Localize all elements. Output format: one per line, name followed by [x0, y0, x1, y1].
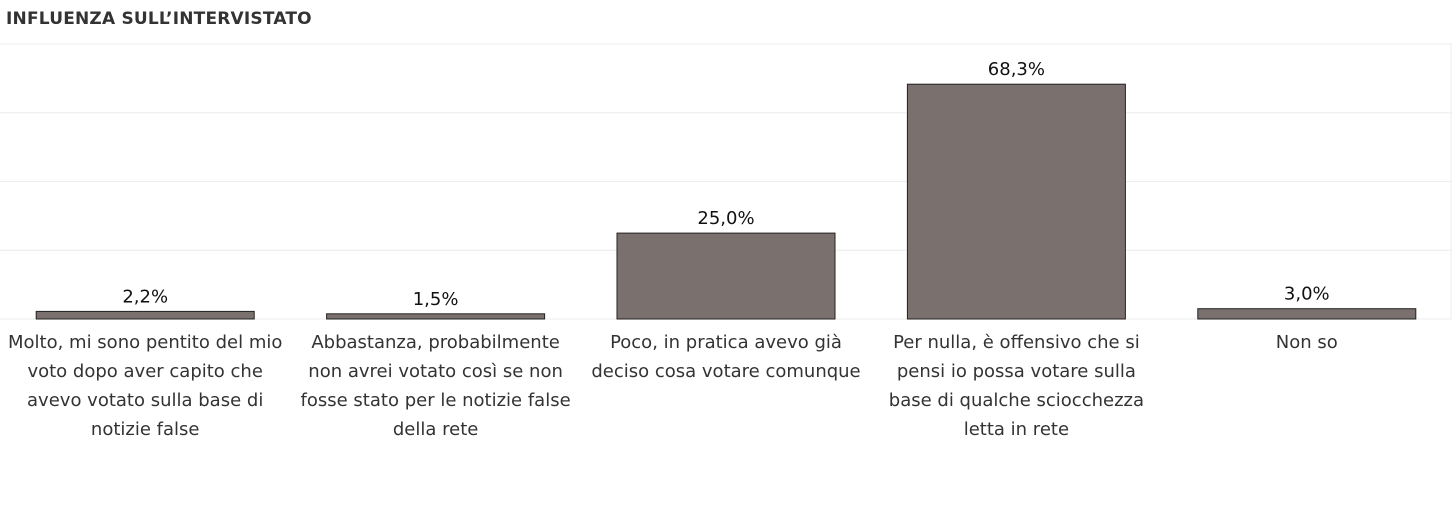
category-label: Abbastanza, probabilmente non avrei vota… [300, 332, 571, 440]
bar [35, 310, 255, 320]
bar [906, 83, 1126, 320]
bar [1197, 308, 1417, 320]
category-label: Per nulla, è offensivo che si pensi io p… [888, 332, 1144, 440]
category-label: Poco, in pratica avevo già deciso cosa v… [591, 332, 861, 382]
bar [616, 232, 836, 320]
category-label: Molto, mi sono pentito del mio voto dopo… [7, 332, 283, 440]
data-label: 2,2% [122, 286, 168, 307]
bar [326, 313, 546, 320]
data-label: 25,0% [697, 208, 754, 229]
data-label: 1,5% [413, 289, 459, 310]
data-label: 68,3% [988, 59, 1045, 80]
data-label: 3,0% [1284, 284, 1330, 305]
chart-title: INFLUENZA SULL’INTERVISTATO [6, 9, 312, 29]
category-label: Non so [1275, 332, 1338, 353]
